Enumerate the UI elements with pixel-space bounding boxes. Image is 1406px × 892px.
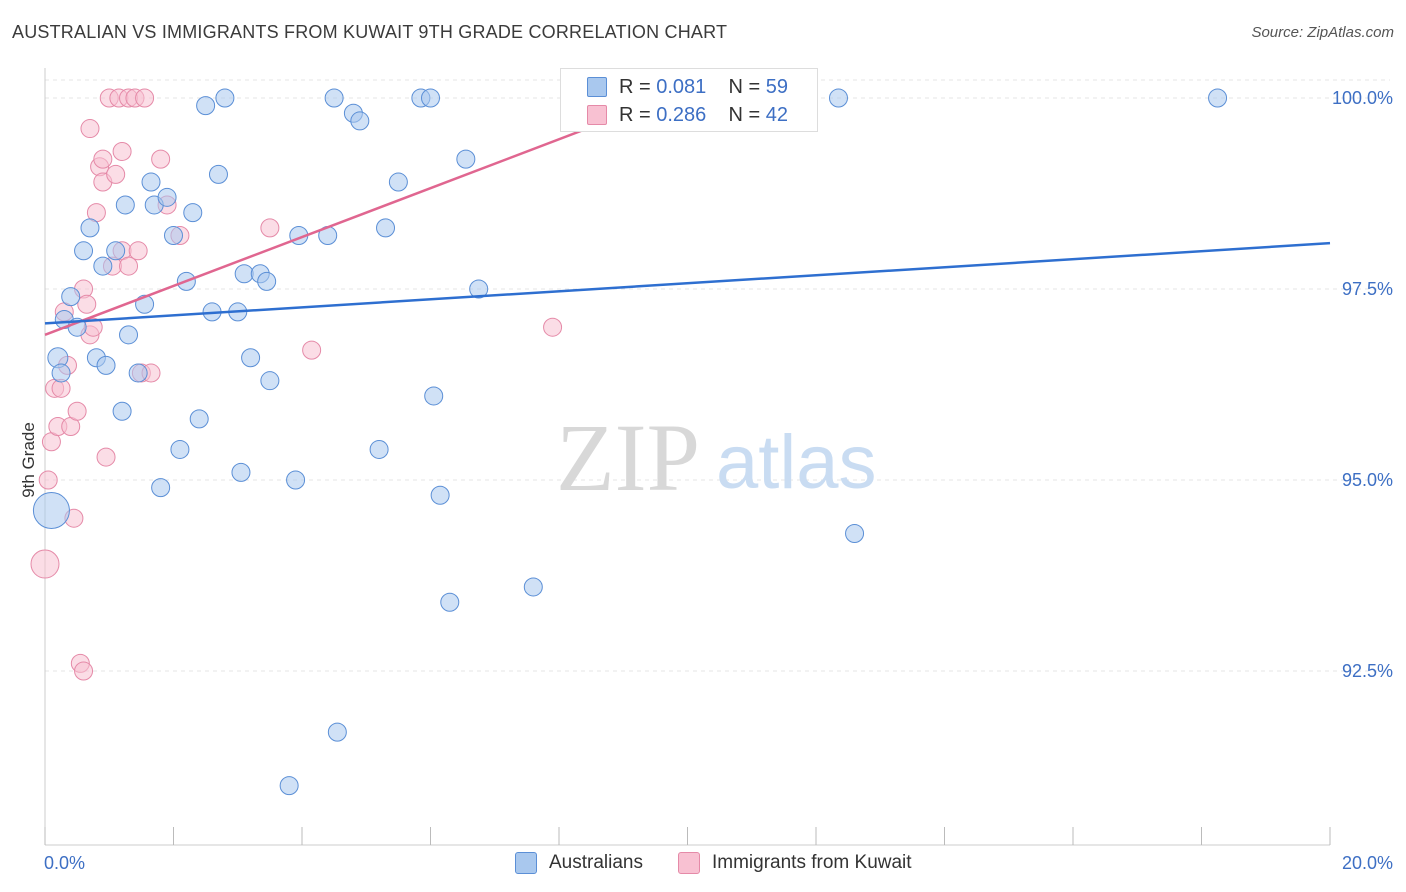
australian-point: [260, 371, 280, 391]
australian-point: [430, 485, 450, 505]
legend-r-label: R =: [619, 103, 657, 126]
australian-point: [523, 577, 543, 597]
australian-point: [234, 264, 254, 284]
source-label: Source: ZipAtlas.com: [1251, 24, 1394, 41]
kuwait-point: [67, 401, 87, 421]
australian-point: [183, 203, 203, 223]
australian-point: [1208, 88, 1228, 108]
kuwait-point: [38, 470, 58, 490]
kuwait-point: [119, 256, 139, 276]
watermark-atlas: atlas: [716, 420, 877, 505]
y-axis-title: 9th Grade: [19, 422, 38, 498]
legend-r-value: 0.286: [656, 103, 707, 126]
legend-swatch-blue: [587, 77, 607, 97]
australian-point: [119, 325, 139, 345]
kuwait-point: [260, 218, 280, 238]
australian-point: [112, 401, 132, 421]
australian-point: [189, 409, 209, 429]
bottom-legend-kuwait: Immigrants from Kuwait: [678, 852, 912, 874]
australian-point: [279, 776, 299, 796]
australian-point: [828, 88, 848, 108]
australian-point: [324, 88, 344, 108]
australian-point: [157, 187, 177, 207]
kuwait-point: [135, 88, 155, 108]
legend-r-label: R =: [619, 75, 657, 98]
kuwait-point: [112, 141, 132, 161]
australian-point: [141, 172, 161, 192]
legend-swatch-pink: [678, 852, 700, 874]
correlation-legend: R = 0.081 N = 59 R = 0.286 N = 42: [560, 68, 818, 132]
kuwait-point: [151, 149, 171, 169]
australian-point: [421, 88, 440, 108]
legend-swatch-pink: [587, 105, 607, 125]
australian-point: [32, 492, 70, 530]
australian-point: [845, 523, 865, 543]
chart-title: AUSTRALIAN VS IMMIGRANTS FROM KUWAIT 9TH…: [12, 22, 728, 42]
australian-point: [74, 241, 94, 261]
watermark: ZIP atlas: [556, 404, 877, 511]
australian-point: [350, 111, 370, 131]
australian-point: [106, 241, 126, 261]
kuwait-point: [74, 661, 94, 681]
australian-point: [196, 96, 216, 116]
kuwait-point: [80, 119, 100, 139]
australian-point: [128, 363, 148, 383]
kuwait-point: [543, 317, 563, 337]
legend-label-australians: Australians: [549, 852, 643, 873]
y-tick-label: 92.5%: [1342, 661, 1393, 681]
legend-row-australians: R = 0.081 N = 59: [587, 73, 788, 101]
australian-point: [388, 172, 408, 192]
kuwait-point: [77, 294, 97, 314]
kuwait-point: [96, 447, 116, 467]
australian-point: [151, 478, 171, 498]
gridlines: [45, 79, 1390, 672]
legend-n-value: 59: [765, 75, 789, 98]
y-tick-label: 97.5%: [1342, 279, 1393, 299]
kuwait-points: [30, 88, 563, 681]
australian-point: [215, 88, 235, 108]
legend-row-kuwait: R = 0.286 N = 42: [587, 101, 788, 129]
axes: [44, 68, 1331, 846]
australian-point: [96, 355, 116, 375]
australian-point: [115, 195, 135, 215]
y-tick-label: 95.0%: [1342, 470, 1393, 490]
axis-labels: 92.5% 95.0% 97.5% 100.0% 0.0% 20.0% 9th Grade: [19, 88, 1393, 873]
australian-point: [93, 256, 113, 276]
x-tick-label: 0.0%: [44, 853, 85, 873]
kuwait-point: [302, 340, 322, 360]
australian-point: [231, 462, 251, 482]
australian-point: [80, 218, 100, 238]
australian-point: [369, 439, 389, 459]
australian-trend-line: [44, 241, 1331, 325]
kuwait-point: [30, 549, 60, 579]
australian-point: [51, 363, 71, 383]
x-tick-label: 20.0%: [1342, 853, 1393, 873]
kuwait-point: [128, 241, 148, 261]
australian-point: [241, 348, 261, 368]
australian-point: [456, 149, 476, 169]
legend-swatch-blue: [515, 852, 537, 874]
legend-r-value: 0.081: [656, 75, 707, 98]
australian-point: [61, 287, 81, 307]
australian-point: [164, 226, 183, 246]
australian-point: [424, 386, 444, 406]
australian-point: [327, 722, 347, 742]
y-tick-label: 100.0%: [1332, 88, 1393, 108]
australian-point: [469, 279, 489, 299]
bottom-legend-australians: Australians: [515, 852, 643, 874]
australian-point: [170, 439, 190, 459]
legend-n-label: N =: [728, 75, 766, 98]
australian-point: [208, 164, 228, 184]
legend-n-label: N =: [728, 103, 766, 126]
australian-point: [440, 592, 460, 612]
australian-point: [286, 470, 306, 490]
kuwait-point: [93, 149, 113, 169]
kuwait-point: [106, 164, 126, 184]
legend-label-kuwait: Immigrants from Kuwait: [712, 852, 912, 873]
australian-point: [376, 218, 396, 238]
legend-n-value: 42: [765, 103, 789, 126]
australian-point: [257, 271, 277, 291]
watermark-zip: ZIP: [556, 404, 700, 511]
